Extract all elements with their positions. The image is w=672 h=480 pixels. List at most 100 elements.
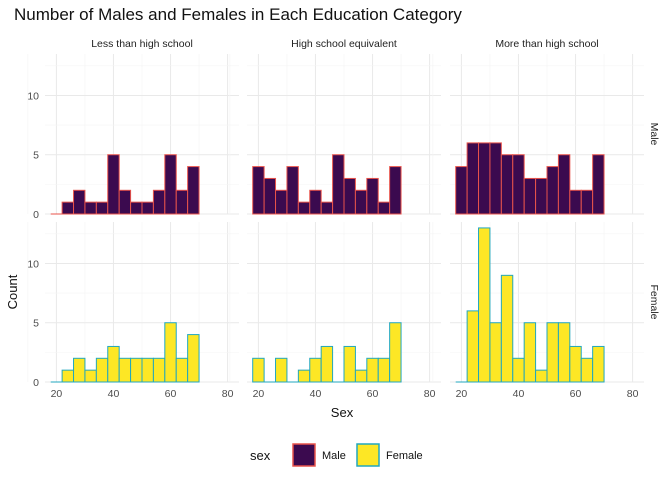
y-tick-label: 5 bbox=[33, 150, 39, 162]
histogram-bar bbox=[297, 369, 311, 383]
histogram-bar bbox=[478, 142, 491, 215]
strip-label-column: More than high school bbox=[495, 38, 598, 50]
histogram-bar bbox=[187, 166, 200, 215]
histogram-bar bbox=[130, 201, 143, 215]
histogram-bar bbox=[512, 154, 525, 215]
histogram-bar bbox=[500, 274, 514, 383]
histogram-bar bbox=[592, 345, 605, 383]
facet-panel bbox=[432, 54, 644, 215]
histogram-bar bbox=[252, 166, 265, 215]
x-tick-label: 80 bbox=[222, 388, 234, 400]
histogram-bar bbox=[557, 322, 571, 383]
x-tick-label: 20 bbox=[456, 388, 468, 400]
histogram-bar bbox=[389, 166, 402, 215]
x-tick-label: 80 bbox=[424, 388, 436, 400]
histogram-bar bbox=[569, 345, 582, 383]
histogram-bar bbox=[320, 345, 334, 383]
histogram-bar bbox=[512, 357, 525, 383]
histogram-bar bbox=[332, 154, 345, 215]
strip-label-column: High school equivalent bbox=[291, 38, 397, 50]
facet-panel bbox=[229, 54, 441, 215]
histogram-bar bbox=[354, 369, 368, 383]
histogram-bar bbox=[118, 189, 132, 215]
histogram-bar bbox=[84, 201, 97, 215]
histogram-bar bbox=[500, 154, 514, 215]
histogram-bar bbox=[535, 177, 548, 215]
histogram-bar bbox=[164, 154, 177, 215]
chart-title: Number of Males and Females in Each Educ… bbox=[14, 5, 462, 24]
histogram-bar bbox=[366, 357, 379, 383]
histogram-bar bbox=[546, 166, 559, 215]
histogram-bar bbox=[152, 357, 166, 383]
histogram-bar bbox=[489, 322, 502, 383]
histogram-bar bbox=[275, 189, 288, 215]
x-tick-label: 20 bbox=[253, 388, 265, 400]
histogram-bar bbox=[546, 322, 559, 383]
histogram-bar bbox=[107, 154, 120, 215]
x-tick-label: 40 bbox=[513, 388, 525, 400]
y-tick-label: 10 bbox=[27, 258, 39, 270]
histogram-bar bbox=[107, 345, 120, 383]
histogram-bar bbox=[455, 166, 468, 215]
histogram-bar bbox=[523, 322, 537, 383]
histogram-bar bbox=[377, 201, 391, 215]
histogram-bar bbox=[187, 334, 200, 383]
histogram-bar bbox=[175, 357, 189, 383]
x-tick-label: 60 bbox=[570, 388, 582, 400]
histogram-bar bbox=[366, 177, 379, 215]
facet-panel: 20 40 60 80 bbox=[432, 222, 644, 400]
histogram-bar bbox=[466, 142, 480, 215]
histogram-bar bbox=[141, 357, 154, 383]
histogram-bar bbox=[580, 189, 594, 215]
x-axis-title: Sex bbox=[331, 405, 354, 420]
x-tick-label: 60 bbox=[165, 388, 177, 400]
histogram-bar bbox=[263, 177, 277, 215]
histogram-bar bbox=[569, 189, 582, 215]
facet-panel: 20 40 60 80 bbox=[229, 222, 441, 400]
histogram-bar bbox=[389, 322, 402, 383]
histogram-bar bbox=[343, 177, 356, 215]
histogram-bar bbox=[377, 357, 391, 383]
histogram-bar bbox=[275, 357, 288, 383]
x-tick-label: 60 bbox=[367, 388, 379, 400]
histogram-bar bbox=[61, 369, 75, 383]
x-tick-label: 40 bbox=[108, 388, 120, 400]
x-tick-label: 80 bbox=[627, 388, 639, 400]
histogram-bar bbox=[466, 310, 480, 383]
histogram-bar bbox=[286, 166, 299, 215]
legend: sex Male Female bbox=[250, 443, 423, 467]
histogram-bar bbox=[557, 154, 571, 215]
histogram-bar bbox=[343, 345, 356, 383]
histogram-bar bbox=[320, 201, 334, 215]
histogram-bar bbox=[152, 189, 166, 215]
histogram-bar bbox=[580, 357, 594, 383]
y-tick-label: 5 bbox=[33, 318, 39, 330]
histogram-bar bbox=[73, 357, 86, 383]
y-tick-label: 0 bbox=[33, 209, 39, 221]
histogram-bar bbox=[141, 201, 154, 215]
histogram-bar bbox=[535, 369, 548, 383]
facet-panel: 0 5 10 bbox=[27, 54, 239, 221]
strip-label-column: Less than high school bbox=[91, 38, 193, 50]
histogram-bar bbox=[61, 201, 75, 215]
strip-label-row: Female bbox=[648, 284, 660, 319]
x-tick-label: 40 bbox=[310, 388, 322, 400]
y-tick-label: 0 bbox=[33, 377, 39, 389]
histogram-bar bbox=[309, 357, 322, 383]
x-tick-label: 20 bbox=[51, 388, 63, 400]
legend-key bbox=[292, 443, 316, 467]
histogram-bar bbox=[95, 357, 109, 383]
histogram-bar bbox=[309, 189, 322, 215]
histogram-bar bbox=[297, 201, 311, 215]
histogram-bar bbox=[592, 154, 605, 215]
histogram-bar bbox=[118, 357, 132, 383]
legend-title: sex bbox=[250, 448, 271, 463]
histogram-bar bbox=[84, 369, 97, 383]
facet-panels: Less than high school High school equival… bbox=[27, 38, 660, 400]
histogram-bar bbox=[95, 201, 109, 215]
legend-key bbox=[356, 443, 380, 467]
histogram-bar bbox=[175, 189, 189, 215]
legend-label: Male bbox=[322, 450, 346, 462]
histogram-bar bbox=[489, 142, 502, 215]
